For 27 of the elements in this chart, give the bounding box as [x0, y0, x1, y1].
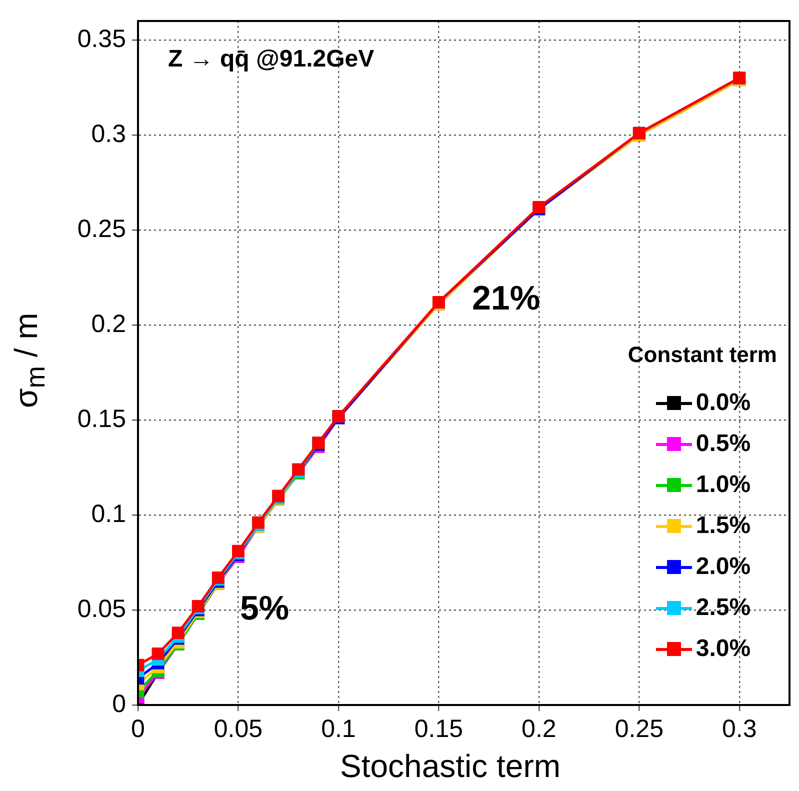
x-tick-label: 0.05: [214, 714, 263, 743]
legend-label: 0.0%: [696, 388, 751, 416]
legend-label: 0.5%: [696, 430, 751, 458]
x-tick-label: 0.25: [614, 714, 664, 743]
x-tick-label: 0.1: [321, 714, 356, 743]
y-tick-label: 0.25: [77, 214, 126, 243]
x-tick-label: 0.2: [522, 714, 556, 743]
legend-label: 2.0%: [696, 552, 751, 580]
x-tick-label: 0.15: [414, 714, 464, 743]
annotation: Z → qq̄ @91.2GeV: [168, 46, 374, 73]
y-tick-label: 0.1: [91, 500, 126, 528]
y-tick-label: 0.15: [77, 404, 126, 433]
y-tick-label: 0.2: [91, 310, 126, 338]
legend-label: 1.5%: [696, 512, 751, 540]
annotation: 21%: [472, 279, 540, 318]
legend-title: Constant term: [628, 342, 777, 368]
x-axis-title: Stochastic term: [340, 748, 561, 785]
annotation: 5%: [240, 589, 290, 628]
y-tick-label: 0: [112, 690, 126, 718]
legend-label: 3.0%: [696, 634, 751, 662]
y-tick-label: 0.05: [77, 594, 126, 623]
x-tick-label: 0.3: [722, 714, 757, 743]
legend-label: 2.5%: [696, 594, 751, 622]
y-tick-label: 0.35: [77, 24, 126, 53]
y-tick-label: 0.3: [91, 120, 126, 148]
x-tick-label: 0: [131, 714, 145, 743]
legend-label: 1.0%: [696, 470, 751, 498]
